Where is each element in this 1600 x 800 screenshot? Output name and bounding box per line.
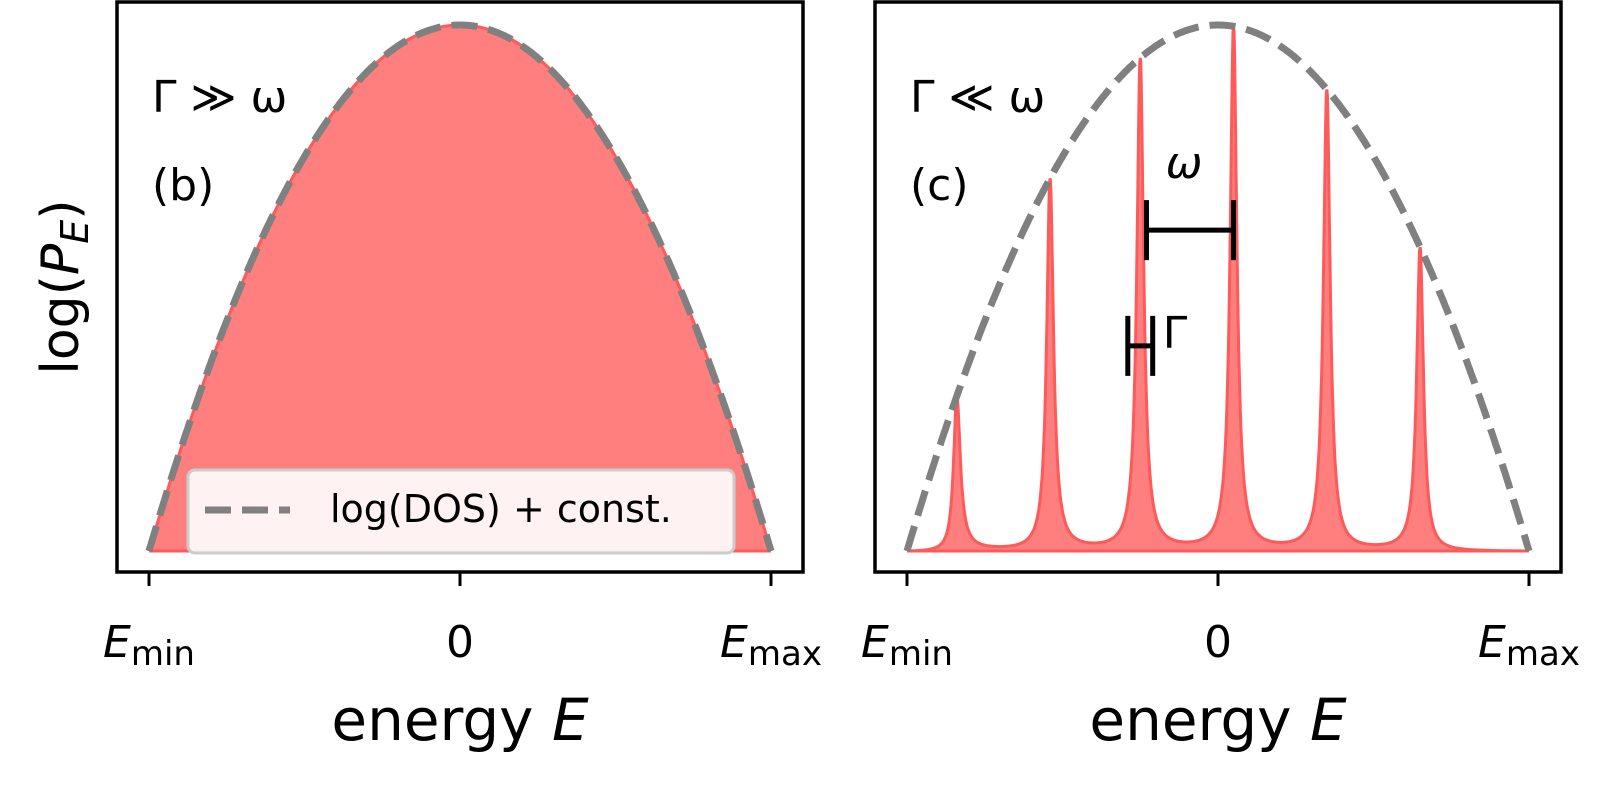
panel-0-x-tick-label-2: Emax	[720, 617, 822, 674]
panel-c-x-axis-label: energy E	[1089, 686, 1347, 754]
panel-c: Γ ≪ ω (c) ωΓ Emin 0 Emax energy E	[861, 0, 1580, 754]
legend-dos-label: log(DOS) + const.	[330, 487, 672, 531]
panel-c-annotations: ωΓ	[1125, 138, 1237, 376]
panel-c-label: (c)	[910, 160, 969, 211]
legend-box	[186, 468, 736, 555]
y-axis-label-sub: E	[53, 220, 97, 244]
y-axis-label: log(PE)	[31, 199, 97, 374]
y-axis-label-prefix: log(	[31, 275, 91, 375]
legend: log(DOS) + const.	[186, 468, 736, 555]
y-axis-label-var: P	[31, 243, 91, 275]
panel-1-x-tick-label-2: Emax	[1478, 617, 1580, 674]
panel-b-x-axis-label: energy E	[331, 686, 589, 754]
panel-c-x-ticks: Emin 0 Emax	[861, 572, 1580, 674]
panel-1-x-tick-label-1: 0	[1204, 617, 1232, 668]
panel-b-x-ticks: Emin 0 Emax	[103, 572, 822, 674]
panel-b-label: (b)	[152, 160, 214, 211]
panel-b: Γ ≫ ω (b) log(DOS) + const. Emin 0 Emax en…	[103, 0, 822, 754]
panel-b-x-axis-word: energy	[331, 686, 533, 754]
panel-0-x-tick-label-1: 0	[446, 617, 474, 668]
panel-1-fill-line	[907, 26, 1529, 553]
annotation-width-label: Γ	[1163, 308, 1188, 359]
panel-b-regime-label: Γ ≫ ω	[152, 72, 287, 123]
panel-c-x-axis-word: energy	[1089, 686, 1291, 754]
panel-1-x-tick-label-0: Emin	[861, 617, 953, 674]
panel-c-marks	[903, 21, 1533, 553]
annotation-spacing-label: ω	[1166, 138, 1203, 189]
panel-0-x-tick-label-0: Emin	[103, 617, 195, 674]
panel-1-dos-curve	[903, 21, 1533, 552]
panel-c-regime-label: Γ ≪ ω	[910, 72, 1045, 123]
panel-0-dos-curve	[145, 21, 775, 552]
y-axis-label-suffix: )	[31, 199, 91, 219]
panel-c-x-axis-var: E	[1310, 686, 1347, 754]
panel-b-x-axis-var: E	[552, 686, 589, 754]
